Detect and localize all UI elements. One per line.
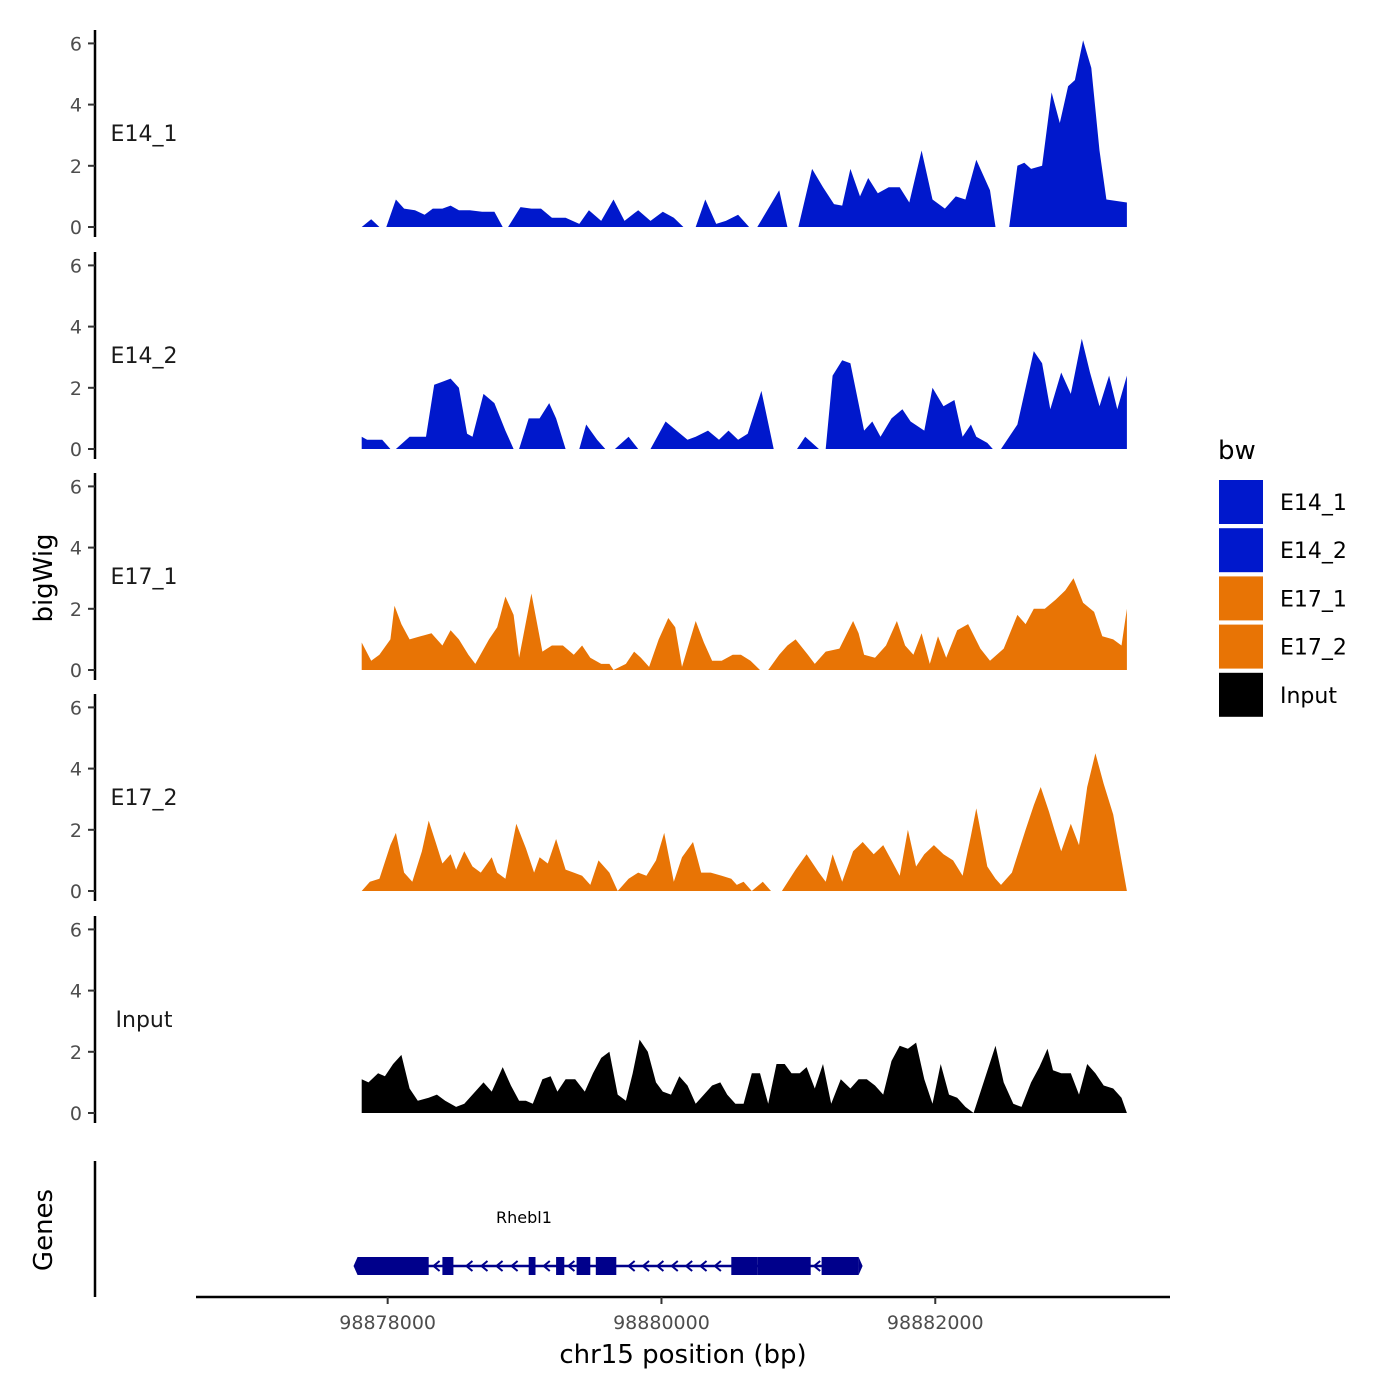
gene-label: Rhebl1 [496,1208,552,1227]
strand-arrow [698,1260,708,1272]
exon-4 [528,1257,536,1275]
y-tick-label: 0 [70,217,82,239]
y-tick-label: 4 [70,317,82,339]
exon-3 [442,1257,454,1275]
legend-swatch-E17_1 [1219,576,1263,621]
y-tick-label: 2 [70,820,82,842]
exon-2 [394,1257,429,1275]
strand-arrow [464,1260,474,1272]
legend-label-E14_1: E14_1 [1280,491,1347,516]
strand-arrow [566,1260,576,1272]
y-tick-label: 0 [70,660,82,682]
track-label-E17_1: E17_1 [111,565,178,590]
y-tick-label: 0 [70,439,82,461]
legend-swatch-E14_2 [1219,528,1263,573]
gene-start-cap [353,1257,358,1275]
y-axis-title: bigWig [29,533,59,622]
y-tick-label: 6 [70,33,82,55]
strand-arrow [627,1260,636,1272]
exon-10 [821,1257,859,1275]
exon-1 [357,1257,395,1275]
legend-label-E14_2: E14_2 [1280,539,1347,564]
legend-swatch-E14_1 [1219,480,1263,524]
y-tick-label: 6 [70,476,82,498]
x-tick-label: 98880000 [613,1312,710,1334]
genes-track [93,1161,863,1297]
x-axis-title: chr15 position (bp) [559,1340,806,1370]
exon-7 [595,1257,617,1275]
strand-arrow [494,1260,504,1272]
y-tick-label: 2 [70,378,82,400]
strand-arrow [684,1260,693,1272]
area-Input [361,1039,1127,1113]
area-E14_1 [361,40,1127,227]
y-tick-label: 6 [70,255,82,277]
exon-6 [576,1257,591,1275]
y-tick-label: 0 [70,1103,82,1125]
y-tick-label: 6 [70,697,82,719]
x-tick-label: 98882000 [887,1312,984,1334]
area-E17_2 [361,753,1127,891]
y-tick-label: 2 [70,1042,82,1064]
area-E14_2 [361,338,1127,449]
strand-arrow [812,1260,821,1272]
y-tick-label: 4 [70,759,82,781]
legend-title: bw [1218,436,1256,466]
exon-8 [731,1257,758,1275]
track-label-E17_2: E17_2 [111,786,178,811]
gene-end-cap [858,1257,863,1275]
x-tick-label: 98878000 [339,1312,436,1334]
track-Input: 0 2 4 6 Input [70,916,1127,1125]
y-tick-label: 2 [70,599,82,621]
track-E17_1: 0 2 4 6 E17_1 [70,473,1127,682]
strand-arrow [510,1260,519,1272]
signal-tracks: 0 2 4 6 E14_1 0 2 4 6 E14_2 0 2 4 6 E17_1 0 2 4 6 E17_2 0 2 4 6… [70,30,1127,1125]
exon-5 [556,1257,565,1275]
x-axis: 98878000 98880000 98882000 [196,1295,1170,1334]
y-tick-label: 4 [70,95,82,117]
strand-arrow [542,1260,551,1272]
legend: bw E14_1 E14_2 E17_1 E17_2 Input [1218,436,1347,717]
strand-arrow [641,1260,650,1272]
area-E17_1 [361,578,1127,670]
strand-arrow [713,1260,722,1272]
y-tick-label: 0 [70,881,82,903]
track-label-Input: Input [116,1008,173,1033]
track-label-E14_2: E14_2 [111,344,178,369]
track-E14_1: 0 2 4 6 E14_1 [70,30,1127,239]
y-tick-label: 2 [70,156,82,178]
track-label-E14_1: E14_1 [111,122,178,147]
y-tick-label: 4 [70,981,82,1003]
legend-label-E17_2: E17_2 [1280,636,1347,661]
strand-arrow [670,1260,679,1272]
legend-label-E17_1: E17_1 [1280,587,1347,612]
y-tick-label: 4 [70,538,82,560]
track-E17_2: 0 2 4 6 E17_2 [70,694,1127,903]
track-E14_2: 0 2 4 6 E14_2 [70,252,1127,461]
legend-label-Input: Input [1280,684,1337,709]
exon-9 [757,1257,811,1275]
strand-arrow [479,1260,489,1272]
y-tick-label: 6 [70,919,82,941]
legend-swatch-Input [1219,672,1263,717]
strand-arrow [432,1260,441,1272]
legend-swatch-E17_2 [1219,624,1263,669]
strand-arrow [655,1260,665,1272]
genes-axis-title: Genes [29,1189,59,1271]
